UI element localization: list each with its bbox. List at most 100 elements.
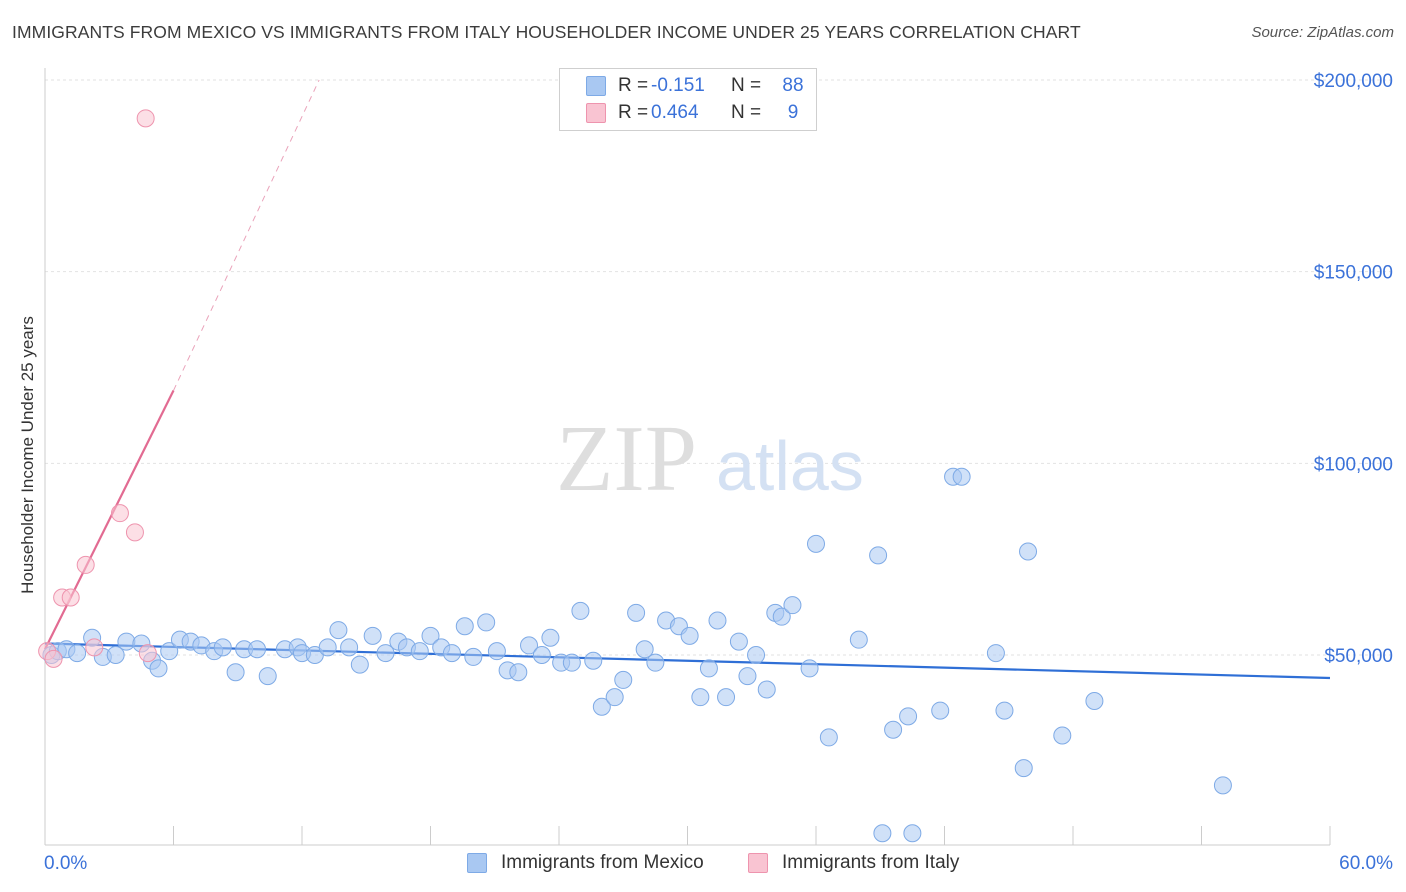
data-point-mexico xyxy=(455,617,474,636)
data-point-mexico xyxy=(614,670,633,689)
legend-swatch-mexico xyxy=(467,853,487,873)
data-point-italy xyxy=(138,644,157,663)
y-tick-label: $150,000 xyxy=(1314,263,1393,284)
data-point-mexico xyxy=(350,655,369,674)
legend-label-italy: Immigrants from Italy xyxy=(782,852,960,873)
data-point-mexico xyxy=(318,638,337,657)
data-point-mexico xyxy=(532,646,551,664)
axes xyxy=(44,68,1331,846)
legend-swatch-italy xyxy=(748,853,768,873)
data-point-mexico xyxy=(562,653,581,672)
data-point-mexico xyxy=(487,642,506,661)
data-point-mexico xyxy=(986,644,1005,663)
data-point-mexico xyxy=(117,632,136,651)
watermark-atlas: atlas xyxy=(716,427,864,505)
data-point-mexico xyxy=(717,688,736,707)
data-point-mexico xyxy=(258,667,277,686)
data-point-mexico xyxy=(226,663,245,682)
data-point-mexico xyxy=(363,626,382,645)
data-point-mexico xyxy=(509,663,528,682)
stats-swatch-italy xyxy=(586,103,606,123)
y-axis-label: Householder Income Under 25 years xyxy=(18,316,37,594)
data-point-mexico xyxy=(1053,726,1072,745)
data-point-mexico xyxy=(931,701,950,720)
data-point-mexico xyxy=(1085,692,1104,710)
r-value: 0.464 xyxy=(651,102,699,123)
data-point-mexico xyxy=(605,688,624,707)
trend-line-italy xyxy=(44,390,175,650)
data-point-italy xyxy=(125,523,144,542)
data-point-mexico xyxy=(869,546,888,565)
legend-label-mexico: Immigrants from Mexico xyxy=(501,852,704,873)
r-label: R = xyxy=(618,102,649,123)
data-point-mexico xyxy=(747,646,766,664)
data-point-mexico xyxy=(248,640,267,659)
data-point-mexico xyxy=(627,603,646,622)
source-note: Source: ZipAtlas.com xyxy=(1251,24,1394,41)
data-point-italy xyxy=(136,109,155,128)
data-point-mexico xyxy=(464,647,483,666)
data-point-mexico xyxy=(884,720,903,739)
data-point-mexico xyxy=(691,688,710,707)
data-point-mexico xyxy=(819,728,838,747)
data-point-mexico xyxy=(783,596,802,615)
r-label: R = xyxy=(618,75,649,96)
watermark-zip: ZIP xyxy=(556,407,697,511)
data-point-mexico xyxy=(442,644,461,663)
data-point-mexico xyxy=(849,630,868,649)
data-point-mexico xyxy=(329,621,348,640)
data-point-italy xyxy=(61,588,80,607)
data-point-mexico xyxy=(772,607,791,626)
n-value: 88 xyxy=(782,75,804,96)
tick-labels: $50,000 $100,000 $150,000 $200,000 0.0% 60.0% xyxy=(44,71,1393,874)
n-value: 9 xyxy=(787,102,799,123)
stats-box: R = -0.151 N = 88 R = 0.464 N = 9 xyxy=(559,68,817,131)
data-point-mexico xyxy=(708,611,727,630)
data-point-italy xyxy=(110,504,129,523)
chart-title: IMMIGRANTS FROM MEXICO VS IMMIGRANTS FRO… xyxy=(12,22,1081,42)
y-tick-label: $50,000 xyxy=(1324,646,1393,667)
data-point-mexico xyxy=(635,640,654,659)
watermark: ZIP atlas xyxy=(556,407,864,511)
data-points xyxy=(38,109,1232,843)
data-point-mexico xyxy=(952,467,971,486)
x-tick-label: 60.0% xyxy=(1339,853,1393,874)
data-point-mexico xyxy=(729,632,748,651)
data-point-mexico xyxy=(1019,542,1038,561)
n-label: N = xyxy=(731,102,762,123)
x-tick-label: 0.0% xyxy=(44,853,87,874)
data-point-mexico xyxy=(899,707,918,726)
trend-lines xyxy=(44,79,1331,680)
data-point-mexico xyxy=(520,636,539,655)
data-point-mexico xyxy=(410,642,429,661)
data-point-mexico xyxy=(584,651,603,670)
data-point-mexico xyxy=(807,534,825,553)
r-value: -0.151 xyxy=(651,75,705,96)
y-tick-label: $200,000 xyxy=(1314,71,1393,92)
data-point-mexico xyxy=(477,613,496,632)
data-point-mexico xyxy=(757,680,776,699)
data-point-mexico xyxy=(1213,776,1232,795)
data-point-mexico xyxy=(873,824,892,843)
data-point-mexico xyxy=(213,638,232,657)
data-point-mexico xyxy=(1014,759,1033,778)
data-point-italy xyxy=(76,555,95,574)
data-point-mexico xyxy=(160,642,179,661)
grid-lines xyxy=(45,79,1395,656)
data-point-mexico xyxy=(800,659,819,678)
data-point-mexico xyxy=(68,644,87,663)
data-point-mexico xyxy=(903,824,922,843)
data-point-italy xyxy=(85,638,104,657)
data-point-mexico xyxy=(680,626,699,645)
data-point-mexico xyxy=(421,626,440,645)
data-point-mexico xyxy=(541,628,560,647)
data-point-italy xyxy=(44,649,63,668)
data-point-mexico xyxy=(571,601,590,620)
data-point-mexico xyxy=(340,638,359,657)
trend-line-italy-extension xyxy=(173,79,320,391)
data-point-mexico xyxy=(376,644,395,663)
data-point-mexico xyxy=(106,646,125,664)
stats-swatch-mexico xyxy=(586,76,606,96)
data-point-mexico xyxy=(699,659,718,678)
